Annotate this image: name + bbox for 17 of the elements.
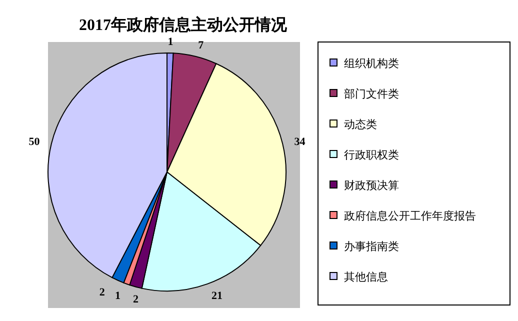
- legend-label: 政府信息公开工作年度报告: [344, 210, 476, 222]
- data-label: 50: [28, 136, 40, 148]
- legend-label: 行政职权类: [344, 148, 399, 162]
- legend-label: 组织机构类: [344, 57, 399, 70]
- data-label: 1: [168, 36, 174, 48]
- chart-title: 2017年政府信息主动公开情况: [79, 15, 288, 34]
- data-label: 21: [211, 290, 222, 302]
- data-label: 2: [133, 293, 140, 306]
- legend-label: 办事指南类: [344, 240, 399, 253]
- legend-label: 动态类: [344, 118, 377, 131]
- data-label: 7: [198, 40, 204, 52]
- legend-label: 部门文件类: [344, 88, 399, 100]
- data-label: 34: [294, 136, 306, 148]
- data-label: 1: [115, 290, 121, 302]
- legend-label: 其他信息: [344, 270, 388, 284]
- legend-label: 财政预决算: [344, 179, 399, 192]
- data-label: 2: [99, 286, 106, 298]
